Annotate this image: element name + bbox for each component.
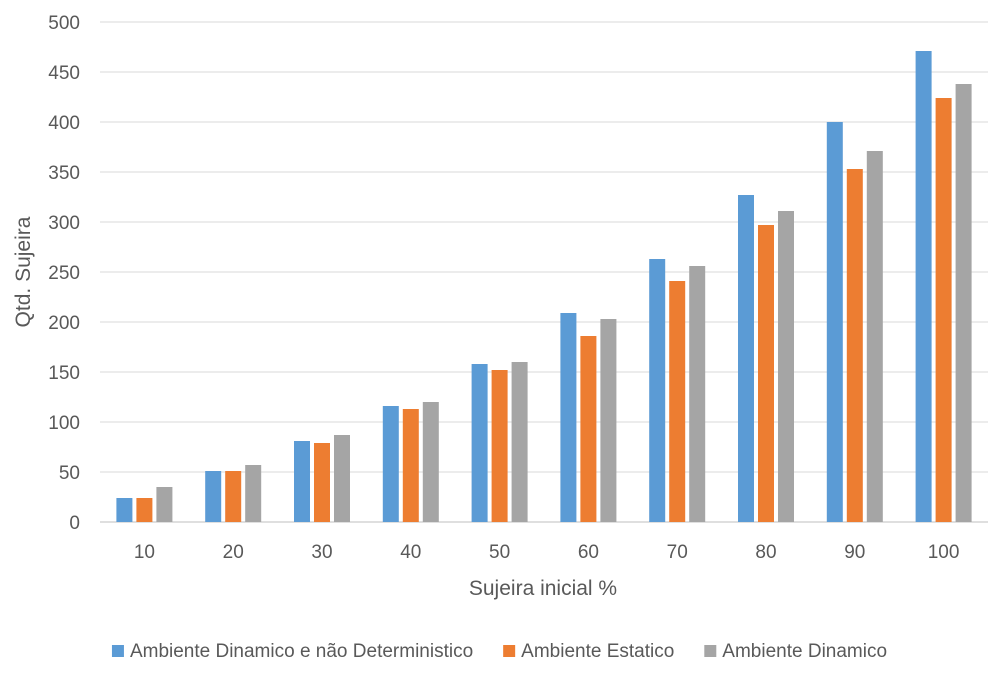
y-tick-label: 500 (48, 13, 80, 34)
bar-series-3-cat-70 (689, 266, 706, 522)
x-tick-label: 40 (400, 542, 421, 563)
y-tick-label: 450 (48, 63, 80, 84)
bar-series-2-cat-90 (846, 169, 863, 522)
bar-series-2-cat-80 (758, 225, 774, 522)
y-tick-label: 50 (59, 463, 80, 484)
bar-series-3-cat-40 (422, 402, 439, 522)
bars (116, 51, 972, 522)
legend-swatch (503, 645, 516, 657)
x-axis-title: Sujeira inicial % (469, 577, 617, 600)
y-axis-ticks: 0 50 100 150 200 250 300 350 400 450 500 (48, 13, 80, 534)
legend-swatch (111, 645, 124, 657)
bar-series-3-cat-90 (866, 151, 883, 522)
y-tick-label: 200 (48, 313, 80, 334)
legend-item-2: Ambiente Estatico (503, 641, 674, 662)
bar-series-3-cat-60 (600, 319, 617, 522)
bar-series-1-cat-90 (826, 122, 843, 522)
bar-series-3-cat-100 (955, 84, 972, 522)
x-tick-label: 60 (578, 542, 599, 563)
bar-series-1-cat-30 (294, 441, 310, 522)
y-tick-label: 150 (48, 363, 80, 384)
bar-series-2-cat-70 (669, 281, 686, 522)
y-tick-label: 350 (48, 163, 80, 184)
bar-series-1-cat-100 (915, 51, 932, 522)
bar-series-3-cat-80 (778, 211, 794, 522)
x-axis-ticks: 10 20 30 40 50 60 70 80 90 100 (134, 542, 960, 563)
bar-series-2-cat-100 (935, 98, 952, 522)
bar-series-1-cat-20 (205, 471, 222, 522)
bar-series-2-cat-40 (402, 409, 419, 522)
x-tick-label: 30 (311, 542, 332, 563)
x-tick-label: 10 (134, 542, 155, 563)
x-tick-label: 50 (489, 542, 510, 563)
legend-item-1: Ambiente Dinamico e não Deterministico (111, 641, 473, 662)
legend-item-3: Ambiente Dinamico (704, 641, 887, 662)
y-axis-title: Qtd. Sujeira (12, 216, 35, 327)
x-tick-label: 100 (928, 542, 960, 563)
y-tick-label: 250 (48, 263, 80, 284)
y-tick-label: 300 (48, 213, 80, 234)
bar-series-2-cat-60 (580, 336, 597, 522)
bar-series-1-cat-40 (382, 406, 399, 522)
x-tick-label: 80 (755, 542, 776, 563)
bar-series-3-cat-20 (245, 465, 262, 522)
bar-series-2-cat-10 (136, 498, 153, 522)
bar-series-2-cat-50 (491, 370, 508, 522)
bar-series-2-cat-30 (314, 443, 330, 522)
bar-series-1-cat-50 (471, 364, 488, 522)
x-tick-label: 20 (223, 542, 244, 563)
legend: Ambiente Dinamico e não Deterministico Am… (111, 641, 887, 662)
bar-series-1-cat-70 (649, 259, 666, 522)
legend-swatch (704, 645, 717, 657)
y-tick-label: 100 (48, 413, 80, 434)
x-tick-label: 70 (667, 542, 688, 563)
legend-label: Ambiente Estatico (521, 641, 674, 662)
bar-series-1-cat-80 (738, 195, 754, 522)
bar-series-3-cat-50 (511, 362, 528, 522)
bar-series-3-cat-30 (334, 435, 350, 522)
bar-series-2-cat-20 (225, 471, 242, 522)
bar-series-3-cat-10 (156, 487, 173, 522)
bar-series-1-cat-60 (560, 313, 577, 522)
legend-label: Ambiente Dinamico (722, 641, 887, 662)
y-tick-label: 400 (48, 113, 80, 134)
legend-label: Ambiente Dinamico e não Deterministico (130, 641, 473, 662)
y-tick-label: 0 (69, 513, 80, 534)
x-tick-label: 90 (844, 542, 865, 563)
bar-series-1-cat-10 (116, 498, 133, 522)
